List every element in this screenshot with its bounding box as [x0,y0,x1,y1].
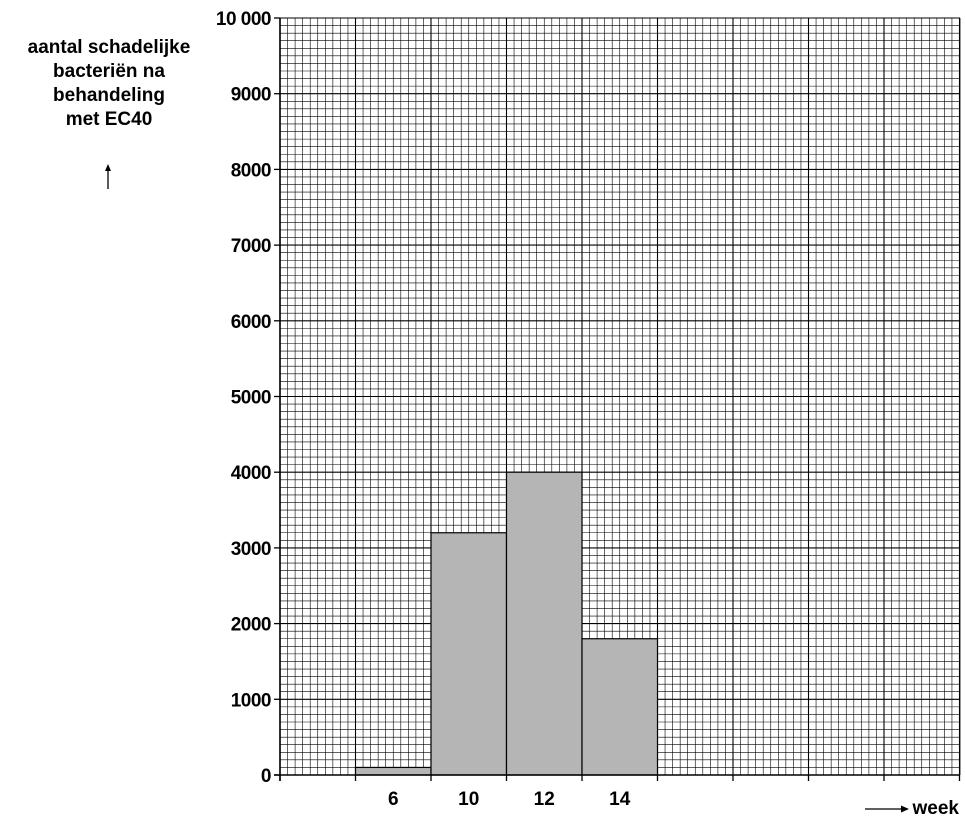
y-tick-label: 3000 [231,539,271,560]
right-arrow-icon [864,805,909,813]
x-axis-label-group: week [864,798,959,820]
y-tick-label: 7000 [231,236,271,257]
y-tick-label: 8000 [231,160,271,181]
x-tick-label: 12 [534,789,555,810]
chart-bars [354,471,659,776]
x-tick-label: 6 [388,789,399,810]
x-tick-label: 14 [609,789,631,810]
y-axis-label-line: behandeling [53,85,165,106]
y-tick-label: 0 [261,766,271,787]
y-tick-labels: 0 1000 2000 3000 4000 5000 6000 7000 8000 9000 10 … [216,9,272,787]
y-tick-label: 6000 [231,312,271,333]
y-tick-label: 5000 [231,388,271,409]
x-tick-label: 10 [458,789,479,810]
x-tick-labels: 6 10 12 14 [388,789,631,810]
x-axis-label: week [912,798,959,819]
bar-week-14 [581,638,659,776]
y-tick-label: 10 000 [216,9,271,30]
up-arrow-icon [105,164,111,189]
y-axis-label-line: bacteriën na [53,61,165,82]
y-axis-label-line: met EC40 [65,109,153,130]
y-tick-label: 9000 [231,85,271,106]
y-tick-label: 1000 [231,690,271,711]
y-tick-label: 4000 [231,463,271,484]
y-tick-label: 2000 [231,615,271,636]
chart-axes [274,17,961,781]
bar-week-12 [505,471,583,776]
y-axis-label-line: aantal schadelijke [27,37,191,58]
bar-week-6 [354,766,432,776]
y-axis-label: aantal schadelijke bacteriën na behandel… [0,36,218,132]
bar-week-10 [430,532,508,776]
